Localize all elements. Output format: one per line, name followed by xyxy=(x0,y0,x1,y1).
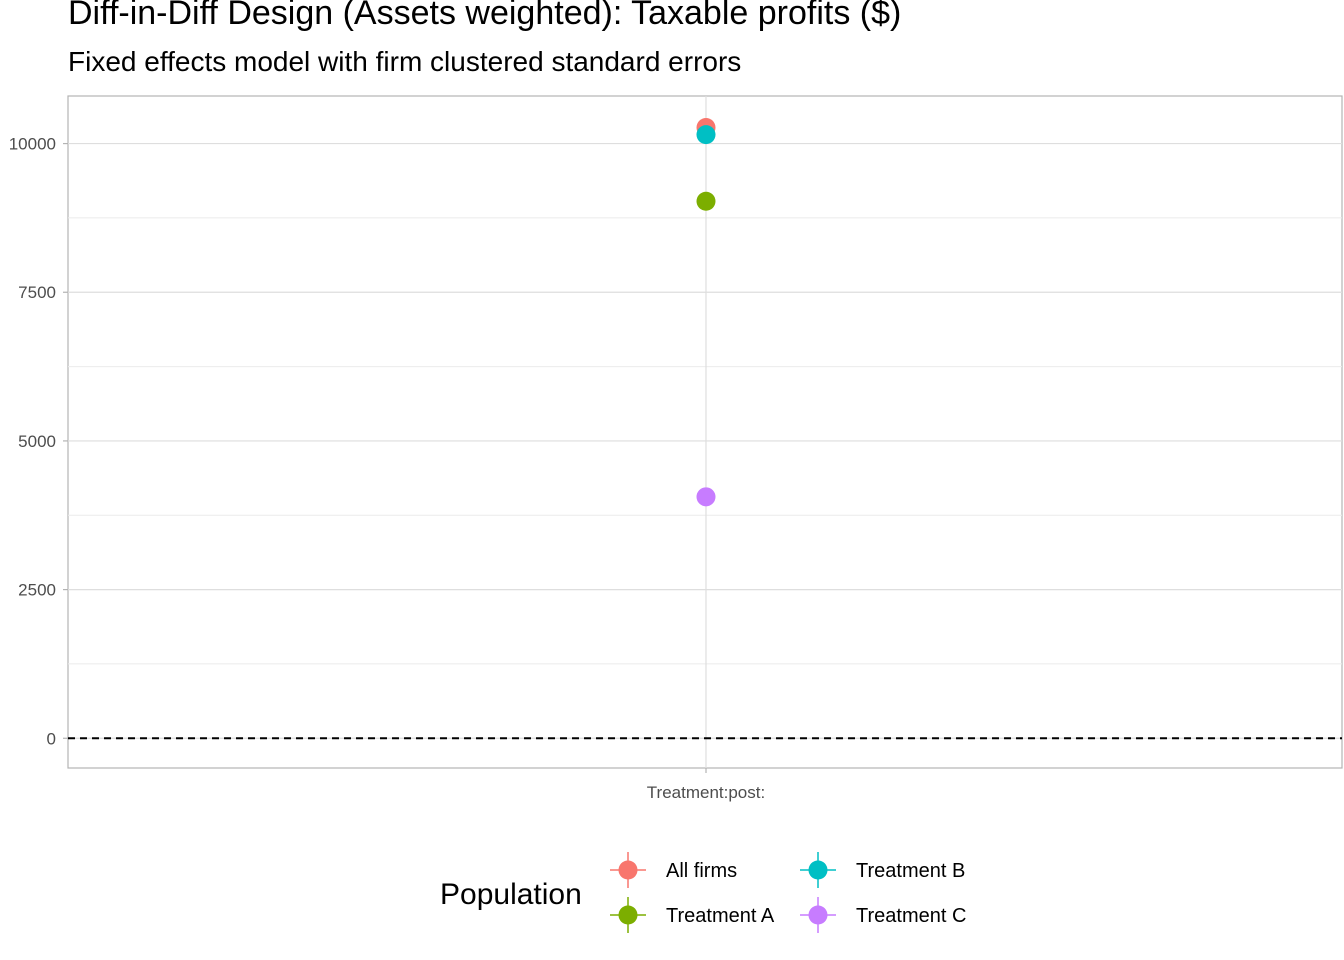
y-tick-label: 10000 xyxy=(9,135,56,154)
legend-item: All firms xyxy=(610,852,737,888)
legend-label: Treatment A xyxy=(666,905,775,927)
legend-label: Treatment C xyxy=(856,905,966,927)
y-tick-label: 2500 xyxy=(18,581,56,600)
data-point xyxy=(696,191,716,211)
y-tick-label: 0 xyxy=(47,729,56,748)
chart-title: Diff-in-Diff Design (Assets weighted): T… xyxy=(68,0,902,32)
y-tick-label: 5000 xyxy=(18,432,56,451)
data-points xyxy=(696,118,716,507)
legend-key-point xyxy=(618,905,638,925)
x-tick-label: Treatment:post: xyxy=(647,783,765,802)
legend-key-point xyxy=(618,860,638,880)
y-axis: 0 2500 5000 7500 10000 xyxy=(9,135,68,748)
legend-label: All firms xyxy=(666,860,737,882)
chart-subtitle: Fixed effects model with firm clustered … xyxy=(68,46,742,77)
legend-title: Population xyxy=(440,878,582,911)
data-point xyxy=(696,487,716,507)
data-point xyxy=(696,125,716,145)
legend-key-point xyxy=(808,860,828,880)
legend: Population All firms Treatment A Treatment… xyxy=(440,852,966,933)
legend-item: Treatment A xyxy=(610,897,775,933)
legend-key-point xyxy=(808,905,828,925)
legend-label: Treatment B xyxy=(856,860,965,882)
legend-item: Treatment C xyxy=(800,897,966,933)
legend-item: Treatment B xyxy=(800,852,965,888)
x-axis: Treatment:post: xyxy=(647,768,765,802)
y-tick-label: 7500 xyxy=(18,283,56,302)
